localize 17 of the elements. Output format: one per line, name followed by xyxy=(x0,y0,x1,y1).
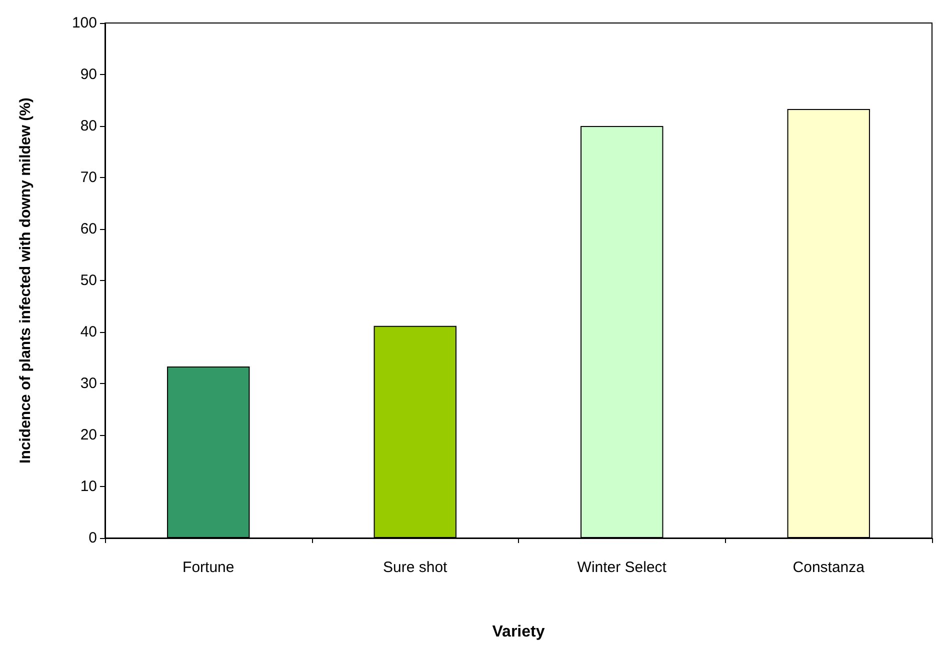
y-tick-label: 60 xyxy=(80,220,97,238)
y-tick-label: 10 xyxy=(80,478,97,495)
y-tick-label: 40 xyxy=(80,324,97,340)
x-tick-label: Winter Select xyxy=(577,559,668,576)
y-axis-title: Incidence of plants infected with downy mildew (%) xyxy=(17,98,34,464)
x-axis-title: Variety xyxy=(492,624,545,640)
y-tick-label: 0 xyxy=(88,530,97,546)
x-tick-label: Fortune xyxy=(182,559,234,576)
x-tick-label: Sure shot xyxy=(383,559,448,576)
y-tick-label: 30 xyxy=(80,375,97,392)
x-tick-label: Constanza xyxy=(792,559,866,576)
y-tick-label: 90 xyxy=(80,66,97,83)
y-tick-label: 100 xyxy=(72,14,97,32)
y-tick-label: 50 xyxy=(80,272,97,289)
y-tick-label: 70 xyxy=(80,169,97,186)
y-tick-label: 20 xyxy=(80,426,97,444)
y-tick-label: 80 xyxy=(80,118,97,134)
